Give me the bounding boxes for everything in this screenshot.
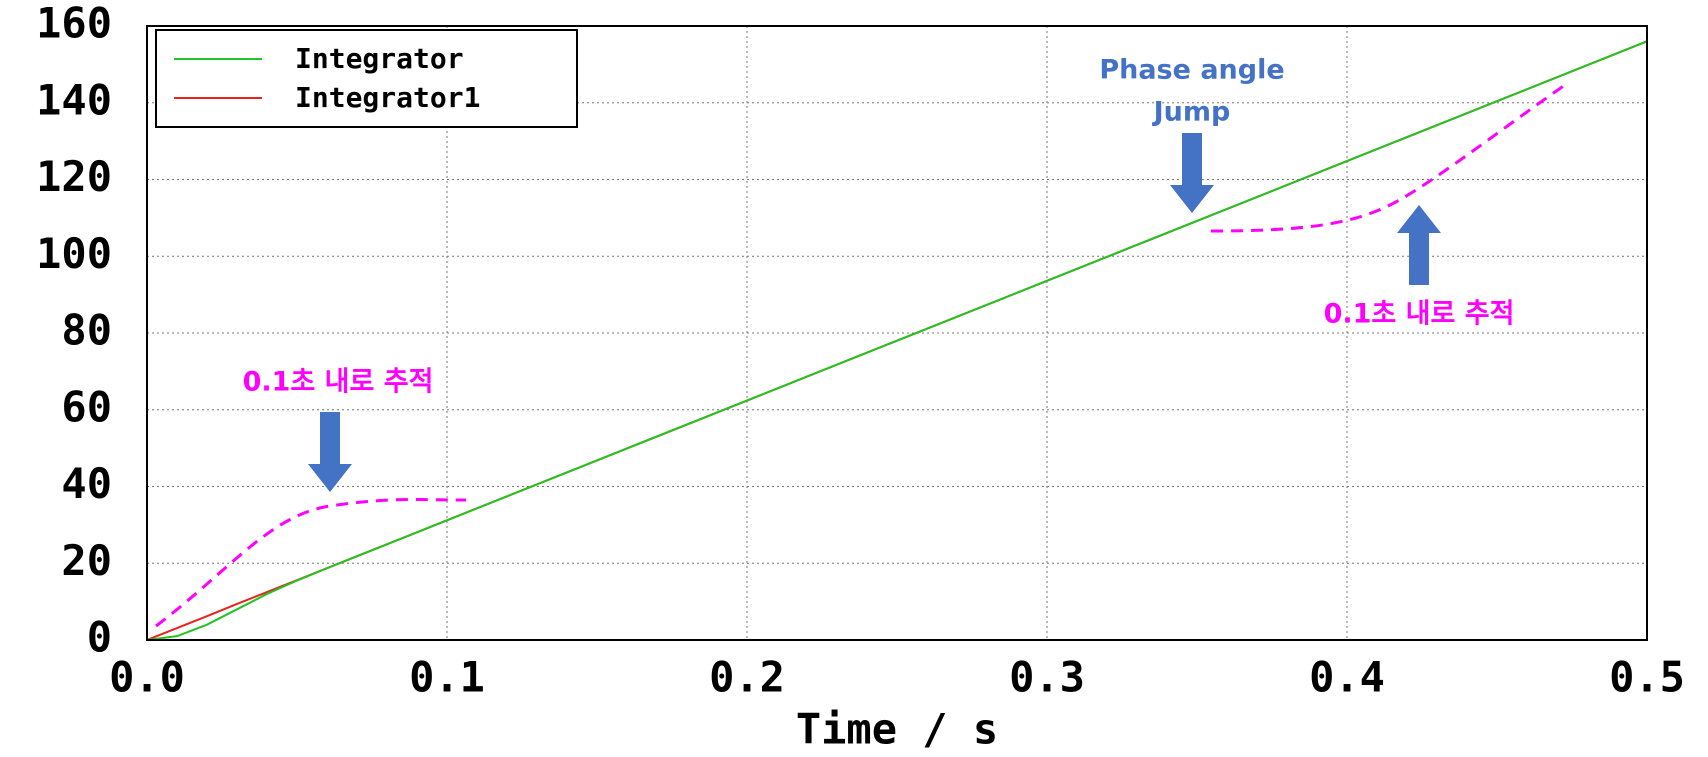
y-tick-label: 100 xyxy=(36,229,112,278)
x-tick-label: 0.2 xyxy=(709,653,785,702)
data-line xyxy=(146,40,1648,641)
annotation: Phase angle xyxy=(1099,55,1284,86)
y-tick-label: 0 xyxy=(87,613,112,662)
annotation-curve xyxy=(155,498,467,628)
x-tick-label: 0.5 xyxy=(1609,653,1685,702)
y-tick-label: 80 xyxy=(61,306,112,355)
y-tick-label: 140 xyxy=(36,75,112,124)
y-tick-label: 20 xyxy=(61,536,112,585)
x-tick-label: 0.4 xyxy=(1309,653,1385,702)
y-tick-label: 60 xyxy=(61,382,112,431)
annotation: Jump xyxy=(1152,97,1231,128)
annotation-curve xyxy=(1210,83,1566,233)
x-tick-label: 0.1 xyxy=(409,653,485,702)
y-tick-label: 40 xyxy=(61,459,112,508)
arrow xyxy=(1397,205,1441,285)
plot-frame xyxy=(146,25,1648,641)
annotation: 0.1초 내로 추적 xyxy=(243,367,434,398)
y-tick-label: 120 xyxy=(36,152,112,201)
legend: Integrator Integrator1 xyxy=(155,29,578,128)
ticks: 0 20 40 60 80 100 120 140 160 0.0 0.1 0.2 0.3 0.4 0.5 xyxy=(36,0,1685,702)
x-axis-label: Time / s xyxy=(796,705,998,754)
legend-label: Integrator1 xyxy=(295,81,480,114)
legend-label: Integrator xyxy=(295,42,464,75)
y-tick-label: 160 xyxy=(36,0,112,48)
annotation: 0.1초 내로 추적 xyxy=(1324,299,1515,330)
plot-lines xyxy=(146,40,1648,641)
x-tick-label: 0.0 xyxy=(109,653,185,702)
arrow xyxy=(1170,133,1214,213)
arrow xyxy=(308,412,352,492)
annotations: 0.1초 내로 추적 Phase angle Jump 0.1초 내로 추적 xyxy=(155,55,1566,628)
legend-box xyxy=(155,29,578,128)
x-tick-label: 0.3 xyxy=(1009,653,1085,702)
